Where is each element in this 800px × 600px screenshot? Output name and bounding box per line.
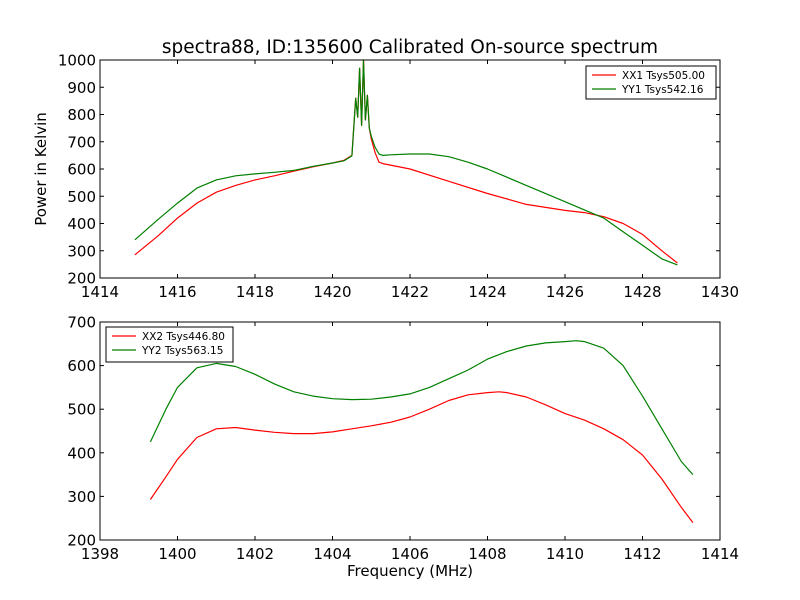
top-xtick-label: 1430 [701, 283, 739, 301]
top-xtick-label: 1414 [81, 283, 119, 301]
top-xtick-label: 1416 [158, 283, 196, 301]
figure-title: spectra88, ID:135600 Calibrated On-sourc… [162, 37, 658, 58]
bottom-xtick-label: 1404 [313, 545, 351, 563]
top-xtick-label: 1426 [546, 283, 584, 301]
top-ytick-label: 400 [67, 215, 96, 233]
top-ytick-label: 800 [67, 106, 96, 124]
bottom-xtick-label: 1410 [546, 545, 584, 563]
top-panel-lines [134, 59, 678, 266]
bottom-xtick-label: 1412 [623, 545, 661, 563]
top-legend-label: XX1 Tsys505.00 [622, 70, 705, 82]
top-ytick-label: 500 [67, 188, 96, 206]
bottom-series-line-2 [149, 340, 694, 475]
top-ytick-label: 1000 [58, 52, 96, 70]
top-xtick-label: 1420 [313, 283, 351, 301]
top-series-line-2 [134, 59, 678, 266]
bottom-xtick-label: 1414 [701, 545, 739, 563]
top-legend-label: YY1 Tsys542.16 [621, 84, 704, 96]
bottom-ytick-label: 200 [67, 532, 96, 550]
top-xtick-label: 1418 [236, 283, 274, 301]
top-legend-box [585, 65, 717, 100]
bottom-panel-lines [149, 340, 694, 523]
bottom-ytick-label: 400 [67, 444, 96, 462]
top-xtick-label: 1428 [623, 283, 661, 301]
bottom-legend-label: XX2 Tsys446.80 [142, 331, 225, 343]
bottom-panel-xlabel: Frequency (MHz) [347, 562, 473, 580]
top-panel: 1414 1416 1418 1420 1422 1424 1426 1428 1430 200 3… [32, 52, 739, 302]
bottom-xtick-label: 1402 [236, 545, 274, 563]
bottom-ytick-label: 500 [67, 401, 96, 419]
bottom-legend-label: YY2 Tsys563.15 [141, 345, 223, 357]
top-panel-ticks: 1414 1416 1418 1420 1422 1424 1426 1428 1430 200 3… [58, 52, 739, 302]
bottom-legend-box [105, 326, 234, 363]
bottom-ytick-label: 300 [67, 488, 96, 506]
bottom-ytick-label: 600 [67, 357, 96, 375]
top-ytick-label: 300 [67, 242, 96, 260]
top-xtick-label: 1424 [468, 283, 506, 301]
bottom-xtick-label: 1406 [391, 545, 429, 563]
bottom-panel-legend: XX2 Tsys446.80 YY2 Tsys563.15 [105, 326, 234, 363]
top-panel-ylabel: Power in Kelvin [32, 112, 50, 226]
top-panel-legend: XX1 Tsys505.00 YY1 Tsys542.16 [585, 65, 717, 100]
top-ytick-label: 900 [67, 79, 96, 97]
bottom-xtick-label: 1398 [81, 545, 119, 563]
bottom-xtick-label: 1400 [158, 545, 196, 563]
bottom-xtick-label: 1408 [468, 545, 506, 563]
bottom-ytick-label: 700 [67, 314, 96, 332]
top-ytick-label: 700 [67, 133, 96, 151]
top-ytick-label: 200 [67, 270, 96, 288]
top-ytick-label: 600 [67, 161, 96, 179]
bottom-series-line-1 [149, 391, 694, 523]
top-xtick-label: 1422 [391, 283, 429, 301]
bottom-panel: 1398 1400 1402 1404 1406 1408 1410 1412 1414 200 3… [67, 314, 739, 581]
bottom-panel-ticks: 1398 1400 1402 1404 1406 1408 1410 1412 1414 200 3… [67, 314, 739, 564]
